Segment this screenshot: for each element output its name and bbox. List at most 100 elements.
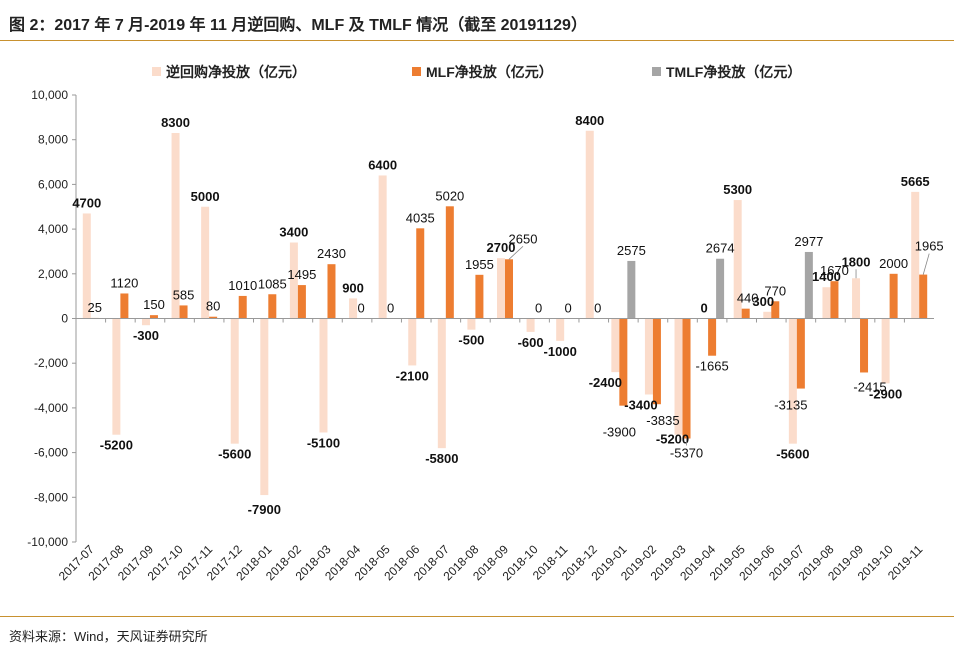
bar-mlf-2018-02 [297,285,306,319]
data-label-mlf-2017-11: 80 [206,299,220,314]
data-label-mlf-2019-11: 1965 [915,239,944,254]
data-labels: 4700 25 -5200 1120 -300 150 8300 585 5000 80 -5600… [72,113,943,517]
bar-tmlf-2019-07 [804,251,813,319]
bar-reverse-repo-2018-03 [319,318,328,433]
bar-mlf-2017-12 [238,295,247,319]
y-tick-label: -2,000 [34,356,68,370]
legend: 逆回购净投放（亿元） MLF净投放（亿元） TMLF净投放（亿元） [152,64,801,80]
bar-reverse-repo-2017-07 [82,213,91,319]
bar-reverse-repo-2019-06 [763,311,772,319]
data-label-mlf-2018-10: 0 [535,301,542,316]
data-label-reverse-repo-2018-08: -500 [458,333,484,348]
data-label-reverse-repo-2018-10: -600 [518,335,544,350]
label-leader-line [508,245,524,260]
bar-tmlf-2019-04 [716,258,725,319]
bar-reverse-repo-2018-07 [437,318,446,449]
data-label-reverse-repo-2019-03: -5200 [656,432,689,447]
bar-reverse-repo-2017-11 [201,206,210,319]
data-label-reverse-repo-2017-10: 8300 [161,115,190,130]
bar-reverse-repo-2019-03 [674,318,683,435]
data-label-reverse-repo-2019-04: 0 [700,301,707,316]
data-label-tmlf-2019-07: 2977 [794,234,823,249]
bar-mlf-2017-08 [120,293,129,319]
y-tick-label: 10,000 [31,88,68,102]
data-label-reverse-repo-2019-02: -3400 [624,397,657,412]
bar-reverse-repo-2019-11 [911,191,920,319]
bar-mlf-2019-11 [919,274,928,319]
bar-reverse-repo-2017-09 [141,318,150,326]
data-label-reverse-repo-2018-09: 2700 [487,240,516,255]
data-label-reverse-repo-2018-01: -7900 [248,502,281,517]
data-label-mlf-2018-12: 0 [594,301,601,316]
bar-mlf-2017-11 [209,316,218,319]
data-label-reverse-repo-2019-08: 1400 [812,269,841,284]
data-label-mlf-2018-04: 0 [357,301,364,316]
legend-label-3: TMLF净投放（亿元） [666,64,801,80]
data-label-reverse-repo-2019-07: -5600 [776,447,809,462]
bar-mlf-2017-09 [149,315,158,319]
bar-mlf-2019-08 [830,281,839,319]
bar-reverse-repo-2019-02 [644,318,653,395]
source-note: 资料来源：Wind，天风证券研究所 [9,629,208,644]
y-tick-label: 4,000 [38,222,68,236]
y-tick-label: -8,000 [34,490,68,504]
legend-label-1: 逆回购净投放（亿元） [166,64,306,80]
data-label-mlf-2019-03: -5370 [670,446,703,461]
data-label-reverse-repo-2017-08: -5200 [100,438,133,453]
legend-swatch-3 [652,67,661,76]
bar-mlf-2018-03 [327,264,336,319]
y-tick-label: -10,000 [27,535,68,549]
bar-reverse-repo-2018-10 [526,318,535,332]
bar-mlf-2019-06 [771,301,780,319]
data-label-mlf-2019-06: 770 [764,283,786,298]
data-label-mlf-2019-09: -2415 [853,379,886,394]
bar-reverse-repo-2018-08 [467,318,476,330]
data-label-mlf-2017-10: 585 [173,287,195,302]
bar-mlf-2018-06 [416,228,425,319]
bar-reverse-repo-2018-02 [289,242,298,319]
bar-mlf-2019-01 [619,318,628,406]
data-label-reverse-repo-2017-11: 5000 [191,189,220,204]
bar-mlf-2019-10 [889,273,898,319]
data-label-reverse-repo-2018-12: 8400 [575,113,604,128]
legend-label-2: MLF净投放（亿元） [426,64,553,80]
chart: 逆回购净投放（亿元） MLF净投放（亿元） TMLF净投放（亿元） -10,000 -… [27,64,943,583]
data-label-reverse-repo-2019-05: 5300 [723,182,752,197]
data-label-mlf-2018-05: 0 [387,301,394,316]
data-label-mlf-2018-03: 2430 [317,246,346,261]
data-label-mlf-2018-06: 4035 [406,210,435,225]
data-label-reverse-repo-2019-06: 300 [752,294,774,309]
y-axis: -10,000 -8,000 -6,000 -4,000 -2,000 0 2,000 4,0… [27,88,77,549]
top-rule [0,40,954,41]
bar-mlf-2019-03 [682,318,691,439]
legend-swatch-2 [412,67,421,76]
data-label-mlf-2017-08: 1120 [110,275,138,290]
bar-reverse-repo-2018-09 [497,258,505,319]
data-label-mlf-2018-09: 2650 [509,231,538,246]
data-label-mlf-2018-07: 5020 [435,188,464,203]
data-label-mlf-2019-01: -3900 [603,425,636,440]
bar-reverse-repo-2017-10 [171,132,180,319]
data-label-reverse-repo-2019-09: 1800 [842,254,871,269]
data-label-mlf-2019-08: 1670 [820,263,849,278]
data-label-reverse-repo-2017-07: 4700 [72,195,101,210]
bar-reverse-repo-2018-11 [556,318,565,341]
bar-reverse-repo-2017-08 [112,318,121,435]
legend-swatch-1 [152,67,161,76]
data-label-reverse-repo-2017-09: -300 [133,328,159,343]
bar-reverse-repo-2019-01 [611,318,620,373]
bar-reverse-repo-2019-09 [852,278,861,319]
data-label-mlf-2019-04: -1665 [695,359,728,374]
bar-reverse-repo-2019-10 [881,318,890,384]
data-label-reverse-repo-2018-11: -1000 [544,344,577,359]
label-leader-line [922,253,930,275]
data-label-reverse-repo-2018-04: 900 [342,280,364,295]
bar-reverse-repo-2018-06 [408,318,417,366]
figure-title: 图 2：2017 年 7 月-2019 年 11 月逆回购、MLF 及 TMLF… [9,17,587,34]
data-label-mlf-2017-12: 1010 [228,278,257,293]
data-label-mlf-2019-10: 2000 [879,256,908,271]
y-tick-label: 2,000 [38,267,68,281]
y-tick-label: 8,000 [38,133,68,147]
data-label-mlf-2019-05: 440 [737,291,759,306]
data-label-mlf-2019-07: -3135 [774,398,807,413]
